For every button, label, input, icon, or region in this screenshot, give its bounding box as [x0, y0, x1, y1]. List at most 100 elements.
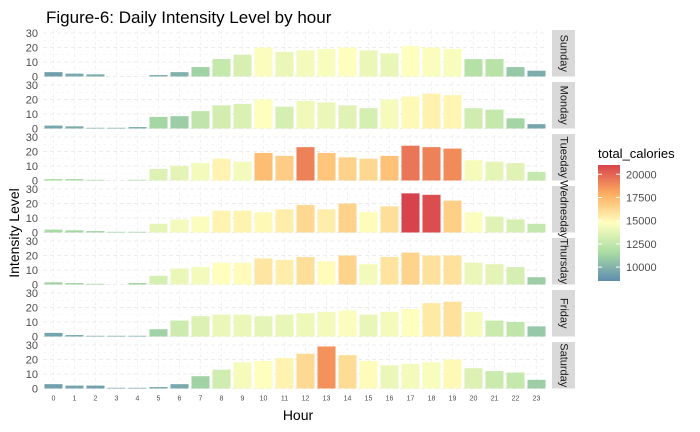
- bar-thursday-hour-23: [527, 277, 546, 285]
- y-tick-label: 0: [32, 124, 38, 136]
- bar-sunday-hour-10: [254, 47, 273, 77]
- y-tick-label: 30: [26, 184, 38, 196]
- bar-monday-hour-7: [191, 111, 210, 129]
- legend-tick-label: 20000: [626, 169, 657, 181]
- bar-sunday-hour-18: [422, 47, 441, 77]
- bar-friday-hour-5: [149, 329, 168, 337]
- x-tick-label: 20: [470, 396, 478, 403]
- bar-saturday-hour-0: [44, 384, 63, 389]
- bar-tuesday-hour-5: [149, 168, 168, 181]
- bar-wednesday-hour-6: [170, 219, 189, 233]
- x-tick-label: 14: [344, 396, 352, 403]
- bar-saturday-hour-18: [422, 362, 441, 389]
- bar-wednesday-hour-13: [317, 209, 336, 233]
- facet-strip-bg: [552, 82, 575, 129]
- legend-tick-label: 17500: [626, 192, 657, 204]
- bar-friday-hour-14: [338, 310, 357, 337]
- bar-sunday-hour-14: [338, 47, 357, 77]
- bar-saturday-hour-8: [212, 369, 231, 389]
- bar-tuesday-hour-13: [317, 152, 336, 181]
- bar-friday-hour-23: [527, 326, 546, 337]
- y-tick-label: 0: [32, 72, 38, 84]
- y-tick-label: 0: [32, 332, 38, 344]
- bar-friday-hour-19: [443, 301, 462, 337]
- bar-wednesday-hour-20: [464, 212, 483, 233]
- bar-saturday-hour-15: [359, 360, 378, 389]
- y-tick-label: 20: [26, 303, 38, 315]
- x-axis-label: Hour: [283, 407, 314, 423]
- bar-saturday-hour-2: [86, 385, 105, 389]
- bar-saturday-hour-9: [233, 362, 252, 389]
- y-tick-label: 30: [26, 236, 38, 248]
- y-tick-label: 0: [32, 280, 38, 292]
- panel-thursday: 0 10 20 30 Thursday: [26, 236, 575, 292]
- x-tick-label: 8: [220, 396, 224, 403]
- bar-friday-hour-9: [233, 314, 252, 337]
- panel-saturday: 0 10 20 30 Saturday: [26, 340, 575, 396]
- x-tick-label: 7: [199, 396, 203, 403]
- bar-friday-hour-16: [380, 311, 399, 337]
- bar-wednesday-hour-16: [380, 206, 399, 233]
- bar-tuesday-hour-19: [443, 148, 462, 181]
- bar-monday-hour-12: [296, 100, 315, 129]
- bar-thursday-hour-14: [338, 255, 357, 285]
- bar-monday-hour-3: [107, 127, 126, 129]
- bar-monday-hour-2: [86, 127, 105, 129]
- x-tick-label: 9: [241, 396, 245, 403]
- bar-thursday-hour-9: [233, 262, 252, 285]
- y-tick-label: 10: [26, 57, 38, 69]
- bar-sunday-hour-0: [44, 72, 63, 77]
- y-tick-label: 10: [26, 265, 38, 277]
- bar-saturday-hour-21: [485, 371, 504, 389]
- y-tick-label: 20: [26, 355, 38, 367]
- bar-friday-hour-10: [254, 316, 273, 337]
- bar-sunday-hour-9: [233, 54, 252, 77]
- bar-wednesday-hour-17: [401, 193, 420, 233]
- bar-friday-hour-20: [464, 311, 483, 337]
- bar-monday-hour-11: [275, 106, 294, 129]
- bar-tuesday-hour-12: [296, 147, 315, 181]
- bar-saturday-hour-3: [107, 387, 126, 389]
- facet-strip-bg: [552, 290, 575, 337]
- y-tick-label: 10: [26, 369, 38, 381]
- bar-thursday-hour-22: [506, 267, 525, 285]
- bar-monday-hour-23: [527, 124, 546, 129]
- bar-thursday-hour-21: [485, 264, 504, 285]
- bar-sunday-hour-16: [380, 53, 399, 77]
- bar-saturday-hour-13: [317, 346, 336, 389]
- bar-wednesday-hour-7: [191, 216, 210, 233]
- x-tick-label: 19: [449, 396, 457, 403]
- x-tick-label: 21: [491, 396, 499, 403]
- bar-tuesday-hour-7: [191, 163, 210, 181]
- bar-thursday-hour-16: [380, 256, 399, 285]
- x-tick-label: 10: [260, 396, 268, 403]
- bar-friday-hour-15: [359, 314, 378, 337]
- bar-wednesday-hour-10: [254, 212, 273, 233]
- legend-tick-label: 15000: [626, 216, 657, 228]
- bar-tuesday-hour-22: [506, 163, 525, 181]
- legend-tick-label: 12500: [626, 239, 657, 251]
- panel-wednesday: 0 10 20 30 Wednesday: [26, 180, 575, 240]
- bar-tuesday-hour-8: [212, 158, 231, 181]
- bar-sunday-hour-20: [464, 59, 483, 77]
- bar-friday-hour-2: [86, 335, 105, 337]
- bar-thursday-hour-20: [464, 262, 483, 285]
- bar-tuesday-hour-0: [44, 179, 63, 181]
- facet-strip-bg: [552, 186, 575, 233]
- bar-wednesday-hour-9: [233, 210, 252, 233]
- bar-monday-hour-5: [149, 116, 168, 129]
- y-tick-label: 30: [26, 132, 38, 144]
- bar-thursday-hour-15: [359, 264, 378, 285]
- bar-thursday-hour-0: [44, 282, 63, 285]
- y-tick-label: 20: [26, 199, 38, 211]
- bar-thursday-hour-19: [443, 255, 462, 285]
- bar-monday-hour-4: [128, 127, 147, 129]
- y-tick-label: 30: [26, 80, 38, 92]
- bar-wednesday-hour-3: [107, 231, 126, 233]
- bar-saturday-hour-19: [443, 359, 462, 389]
- bar-sunday-hour-17: [401, 46, 420, 77]
- bar-tuesday-hour-4: [128, 179, 147, 181]
- bar-sunday-hour-5: [149, 75, 168, 77]
- bar-wednesday-hour-0: [44, 229, 63, 233]
